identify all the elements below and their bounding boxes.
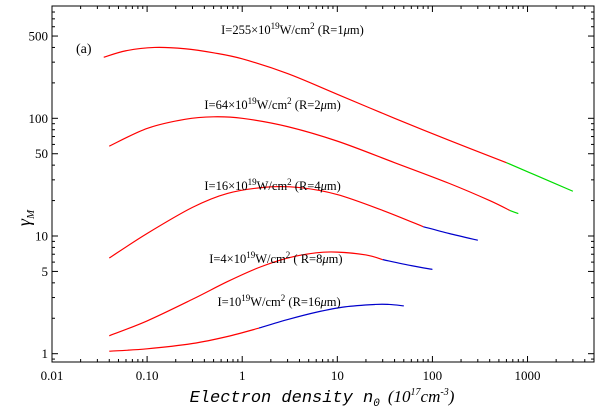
curve-label-part: W/cm [257,98,288,112]
curve-label-part: 19 [248,177,258,187]
x-axis-units-suffix: ) [448,387,455,406]
curve-label-part: 2 [281,293,286,303]
curve-label-part: (R=16 [285,295,320,309]
curve-label-part: μ [320,179,327,193]
curve-label-3: I=64×1019W/cm2 (R=2μm) [204,96,340,112]
curve-label-part: μ [343,23,350,37]
series-0-segment-0 [109,327,260,352]
y-tick-label: 1 [42,346,49,361]
curve-label-part: m) [329,252,343,266]
series-4-segment-0 [103,46,507,164]
curve-label-part: m) [327,179,341,193]
series-1-segment-0 [109,251,383,337]
curve-label-part: I=4×10 [209,252,246,266]
curve-label-2: I=16×1019W/cm2 (R=4μm) [204,177,340,193]
curve-labels: I=1019W/cm2 (R=16μm)I=4×1019W/cm2 ( R=8μ… [204,21,363,309]
curve-label-part: μ [320,98,327,112]
x-axis-units-mid: cm [421,387,441,406]
curve-label-part: I=64×10 [204,98,247,112]
curve-label-part: W/cm [250,295,281,309]
curve-label-part: W/cm [255,252,286,266]
curve-label-part: I=16×10 [204,179,247,193]
curve-label-part: (R=2 [292,98,321,112]
curve-label-4: I=255×1019W/cm2 (R=1μm) [221,21,364,37]
curve-label-part: W/cm [257,179,288,193]
x-axis-title: Electron density n0 (1017cm-3) [190,387,455,408]
curves [103,46,574,352]
curve-label-part: 19 [246,250,256,260]
series-2-segment-1 [423,226,478,241]
y-tick-label: 5 [42,264,49,279]
y-axis-title-sub: M [25,209,37,220]
curve-label-0: I=1019W/cm2 (R=16μm) [218,293,341,309]
x-axis-units-exp2: -3 [440,387,448,398]
curve-label-part: μ [319,295,326,309]
curve-label-part: W/cm [280,23,311,37]
curve-label-part: 2 [310,21,315,31]
curve-label-part: I=255×10 [221,23,271,37]
x-tick-label: 100 [423,368,443,383]
curve-label-part: 19 [241,293,251,303]
x-tick-label: 0.01 [41,368,64,383]
x-axis-title-main: Electron density n [190,389,374,408]
curve-label-part: m) [350,23,364,37]
x-tick-label: 10 [331,368,344,383]
curve-label-part: I=10 [218,295,242,309]
series-3-segment-1 [509,209,519,215]
curve-label-part: 2 [287,96,292,106]
y-axis-title-main: γ [14,218,34,226]
panel-label: (a) [76,42,92,57]
series-0-segment-1 [258,303,404,329]
series-3-segment-0 [109,116,510,211]
curve-label-part: m) [327,295,341,309]
y-tick-label: 50 [35,146,48,161]
axis-ticks: 0.01 0.10 1 10 100 1000 1 5 10 50 100 500 [29,5,595,383]
x-axis-units-prefix: (10 [388,387,411,406]
y-tick-label: 500 [29,29,49,44]
x-tick-label: 1000 [515,368,541,383]
y-axis-title: γM [14,209,37,226]
y-tick-label: 10 [35,229,48,244]
curve-label-part: m) [327,98,341,112]
curve-label-part: μ [321,252,328,266]
curve-label-part: ( R=8 [290,252,322,266]
series-1-segment-1 [382,259,433,271]
x-tick-label: 1 [239,368,246,383]
curve-label-part: 19 [271,21,281,31]
x-tick-label: 0.10 [136,368,159,383]
series-2-segment-0 [108,185,424,259]
curve-label-part: 19 [248,96,258,106]
curve-label-1: I=4×1019W/cm2 ( R=8μm) [209,250,342,266]
series-4-segment-1 [506,162,574,192]
curve-label-part: (R=1 [315,23,344,37]
x-axis-title-sub: 0 [373,398,380,408]
x-axis-units-exp: 17 [411,387,422,398]
curve-label-part: 2 [287,177,292,187]
svg-text:γM: γM [14,209,37,226]
curve-label-part: (R=4 [292,179,322,193]
y-tick-label: 100 [29,111,49,126]
curve-label-part: 2 [286,250,291,260]
